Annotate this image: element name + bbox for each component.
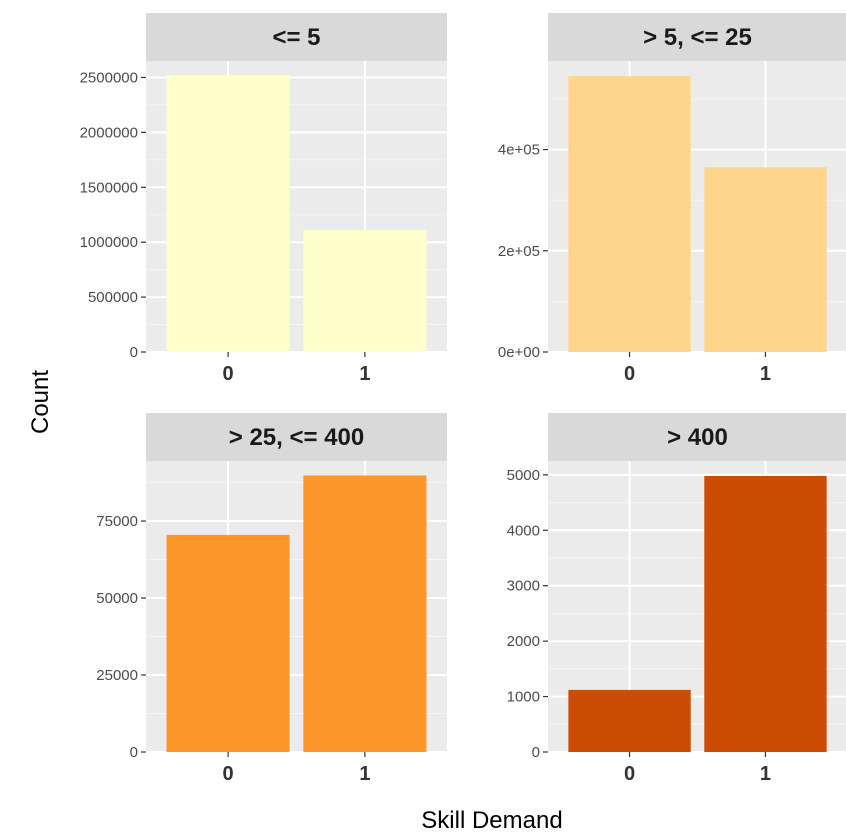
y-tick-label: 2000 xyxy=(507,633,540,650)
facet-panel-2: > 5, <= 25 0e+00 2e+05 4e+05 0 1 xyxy=(498,13,846,385)
y-tick-label: 0 xyxy=(130,744,138,761)
y-tick-label: 5000 xyxy=(507,467,540,484)
x-tick-label: 1 xyxy=(760,763,771,785)
bar-skill-demand-1 xyxy=(303,230,427,352)
x-axis-title: Skill Demand xyxy=(421,807,562,834)
facet-strip xyxy=(146,13,447,61)
bar-skill-demand-0 xyxy=(568,76,691,352)
facet-strip-label: > 5, <= 25 xyxy=(643,24,752,51)
y-tick-label: 0 xyxy=(130,344,138,361)
facet-strip-label: <= 5 xyxy=(272,24,320,51)
bar-skill-demand-1 xyxy=(704,167,827,352)
y-tick-label: 1000000 xyxy=(80,234,138,251)
facet-panel-4: > 400 0 1000 2000 3000 4000 5000 0 1 xyxy=(507,413,846,785)
facet-panel-1: <= 5 0 500000 1000000 1500000 2000000 2500000 0… xyxy=(80,13,447,385)
y-tick-label: 3000 xyxy=(507,578,540,595)
y-tick-label: 2e+05 xyxy=(498,243,540,260)
x-tick-label: 0 xyxy=(223,363,234,385)
y-tick-label: 2500000 xyxy=(80,69,138,86)
x-tick-label: 0 xyxy=(223,763,234,785)
bar-skill-demand-0 xyxy=(166,75,290,352)
y-tick-label: 4000 xyxy=(507,522,540,539)
facet-panel-3: > 25, <= 400 0 25000 50000 75000 0 1 xyxy=(96,413,447,785)
facet-strip-label: > 25, <= 400 xyxy=(229,424,364,451)
y-tick-label: 2000000 xyxy=(80,124,138,141)
x-tick-label: 0 xyxy=(624,363,635,385)
y-tick-label: 4e+05 xyxy=(498,142,540,159)
x-tick-label: 1 xyxy=(359,363,370,385)
x-tick-label: 0 xyxy=(624,763,635,785)
y-tick-label: 0e+00 xyxy=(498,344,540,361)
facet-strip xyxy=(548,413,846,461)
y-tick-label: 50000 xyxy=(96,590,138,607)
bar-skill-demand-0 xyxy=(568,689,691,752)
x-tick-label: 1 xyxy=(359,763,370,785)
y-axis-title: Count xyxy=(27,370,54,434)
facet-strip-label: > 400 xyxy=(667,424,728,451)
y-tick-label: 500000 xyxy=(88,289,138,306)
y-tick-label: 0 xyxy=(532,744,540,761)
y-tick-label: 1500000 xyxy=(80,179,138,196)
bar-skill-demand-1 xyxy=(303,475,427,752)
bar-skill-demand-0 xyxy=(166,534,290,752)
x-tick-label: 1 xyxy=(760,363,771,385)
bar-skill-demand-1 xyxy=(704,475,827,752)
y-tick-label: 75000 xyxy=(96,513,138,530)
facet-strip xyxy=(548,13,846,61)
y-tick-label: 1000 xyxy=(507,689,540,706)
y-tick-label: 25000 xyxy=(96,667,138,684)
facet-strip xyxy=(146,413,447,461)
